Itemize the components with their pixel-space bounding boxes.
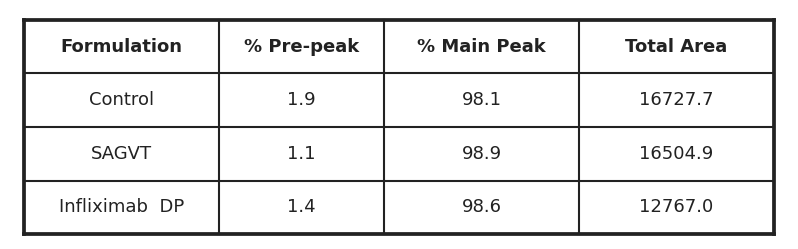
Text: 98.6: 98.6 xyxy=(461,198,501,216)
Text: Total Area: Total Area xyxy=(626,38,728,56)
Text: Infliximab  DP: Infliximab DP xyxy=(59,198,184,216)
Text: 12767.0: 12767.0 xyxy=(639,198,713,216)
Text: 16504.9: 16504.9 xyxy=(639,145,713,163)
Text: % Pre-peak: % Pre-peak xyxy=(244,38,359,56)
Text: % Main Peak: % Main Peak xyxy=(417,38,546,56)
Text: Control: Control xyxy=(89,91,154,109)
Text: 1.1: 1.1 xyxy=(287,145,316,163)
Text: 1.4: 1.4 xyxy=(287,198,316,216)
Text: 98.9: 98.9 xyxy=(461,145,502,163)
Text: Formulation: Formulation xyxy=(61,38,183,56)
Text: 16727.7: 16727.7 xyxy=(639,91,713,109)
Text: SAGVT: SAGVT xyxy=(91,145,152,163)
Text: 1.9: 1.9 xyxy=(287,91,316,109)
Text: 98.1: 98.1 xyxy=(461,91,501,109)
